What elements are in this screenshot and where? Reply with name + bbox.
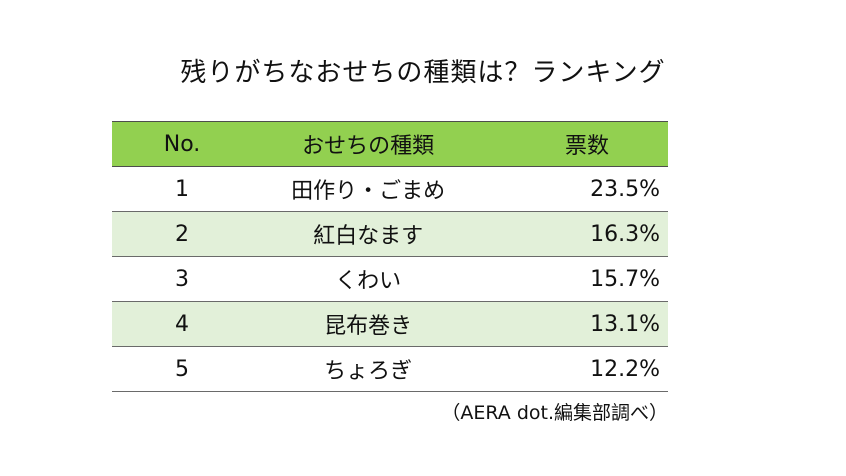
rank-cell: 4 — [175, 311, 190, 337]
type-cell: くわい — [335, 269, 402, 294]
table-header-row: No. おせちの種類 票数 — [112, 121, 668, 167]
source-note: （AERA dot.編集部調べ） — [441, 402, 668, 424]
rank-cell: 1 — [175, 176, 190, 202]
table-row: 4 昆布巻き 13.1% — [112, 301, 668, 347]
header-votes: 票数 — [565, 134, 610, 159]
percent-cell: 16.3% — [590, 221, 660, 247]
header-no: No. — [163, 131, 201, 157]
rank-cell: 2 — [175, 221, 190, 247]
percent-cell: 15.7% — [590, 266, 660, 292]
type-cell: 紅白なます — [313, 224, 424, 249]
rank-cell: 5 — [175, 356, 190, 382]
table-row: 3 くわい 15.7% — [112, 257, 668, 302]
type-cell: 昆布巻き — [324, 314, 413, 339]
ranking-table: No. おせちの種類 票数 1 田作り・ごまめ 23.5% 2 紅白なます 16… — [112, 121, 668, 392]
percent-cell: 12.2% — [590, 356, 660, 382]
percent-cell: 23.5% — [590, 176, 660, 202]
type-cell: 田作り・ごまめ — [291, 179, 446, 204]
chart-title: 残りがちなおせちの種類は？ランキング — [180, 58, 666, 88]
header-type: おせちの種類 — [302, 134, 435, 159]
table-row: 2 紅白なます 16.3% — [112, 211, 668, 257]
table-row: 1 田作り・ごまめ 23.5% — [112, 167, 668, 212]
percent-cell: 13.1% — [590, 311, 660, 337]
rank-cell: 3 — [175, 266, 190, 292]
type-cell: ちょろぎ — [324, 359, 413, 384]
table-row: 5 ちょろぎ 12.2% — [112, 347, 668, 392]
